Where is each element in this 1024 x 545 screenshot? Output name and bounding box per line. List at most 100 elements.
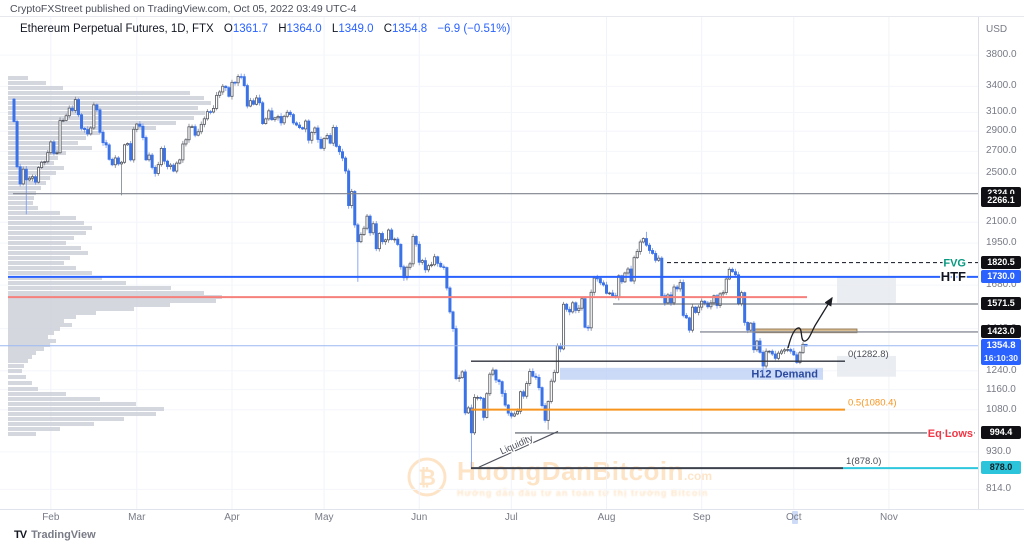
fib-0-label: 0(1282.8) bbox=[848, 349, 889, 360]
eq-lows-label: Eq Lows bbox=[928, 428, 973, 440]
candle-body bbox=[165, 160, 169, 167]
watermark-suffix: .com bbox=[684, 469, 713, 483]
candle-body bbox=[801, 343, 805, 354]
candle-body bbox=[73, 99, 77, 111]
candle-body bbox=[18, 166, 22, 185]
candle-body bbox=[543, 405, 547, 421]
candle-body bbox=[482, 398, 486, 418]
candle-body bbox=[153, 167, 157, 174]
month-label-sep: Sep bbox=[692, 512, 711, 523]
candle-body bbox=[193, 126, 197, 136]
watermark-tagline: Hướng dẫn đầu tư an toàn từ thị trường B… bbox=[457, 488, 709, 498]
candle-body bbox=[21, 168, 25, 185]
candle-body bbox=[294, 122, 298, 126]
candle-body bbox=[657, 257, 661, 261]
candle-body bbox=[184, 139, 188, 145]
candle-body bbox=[598, 278, 602, 284]
candle-body bbox=[67, 107, 71, 117]
candle-body bbox=[368, 215, 372, 234]
candle-body bbox=[288, 111, 292, 115]
candle-body bbox=[334, 127, 338, 147]
price-tick: 1080.0 bbox=[986, 403, 1017, 415]
volume-profile-bar bbox=[8, 231, 86, 235]
candle-body bbox=[95, 104, 99, 111]
candle-body bbox=[52, 141, 56, 154]
candle-body bbox=[773, 353, 777, 359]
tradingview-brand-link[interactable]: TradingView bbox=[31, 528, 96, 541]
candle-body bbox=[313, 127, 317, 133]
candle-body bbox=[436, 256, 440, 264]
supply-box-lower[interactable] bbox=[837, 355, 896, 377]
volume-profile-bar bbox=[8, 335, 48, 339]
candle-body bbox=[129, 143, 133, 161]
candle-body bbox=[562, 303, 566, 350]
price-tick: 2700.0 bbox=[986, 145, 1017, 157]
volume-profile-bar bbox=[8, 241, 66, 245]
ohlc-high: H1364.0 bbox=[278, 23, 322, 35]
candle-body bbox=[500, 381, 504, 394]
tradingview-logo-icon[interactable]: TV bbox=[14, 528, 27, 541]
candle-body bbox=[310, 132, 314, 141]
change-value: −6.9 (−0.51%) bbox=[437, 23, 511, 35]
candle-body bbox=[675, 286, 679, 290]
candle-body bbox=[641, 238, 645, 243]
candle-body bbox=[577, 307, 581, 311]
price-tick: 814.0 bbox=[986, 483, 1012, 495]
liquidity-trendline[interactable] bbox=[478, 430, 559, 468]
candle-body bbox=[141, 125, 145, 138]
price-tick: 1680.0 bbox=[986, 279, 1017, 291]
volume-profile-bar bbox=[8, 76, 28, 80]
candle-body bbox=[212, 107, 216, 113]
publish-attribution: CryptoFXStreet published on TradingView.… bbox=[10, 3, 357, 15]
ohlc-low: L1349.0 bbox=[331, 23, 374, 35]
symbol-legend[interactable]: Ethereum Perpetual Futures, 1D, FTX O136… bbox=[20, 23, 510, 35]
volume-profile-bar bbox=[8, 369, 22, 373]
candle-body bbox=[181, 143, 185, 161]
candle-body bbox=[15, 121, 19, 168]
projection-arrow[interactable] bbox=[787, 296, 833, 349]
watermark-name: HuongDanBitcoin bbox=[457, 456, 685, 486]
time-axis[interactable]: Feb Mar Apr May Jun Jul Aug Sep Oct Nov bbox=[0, 509, 1024, 525]
h12-demand-zone[interactable] bbox=[560, 367, 823, 380]
candle-body bbox=[638, 241, 642, 252]
month-label-oct: Oct bbox=[785, 512, 802, 523]
candle-body bbox=[697, 306, 701, 313]
candle-body bbox=[534, 375, 538, 378]
candle-body bbox=[592, 277, 596, 293]
bitcoin-icon: ₿ bbox=[407, 457, 447, 497]
candle-body bbox=[706, 302, 710, 308]
candle-body bbox=[215, 94, 219, 109]
candle-body bbox=[245, 85, 249, 107]
candle-body bbox=[135, 123, 139, 130]
volume-profile-bar bbox=[8, 91, 190, 95]
candle-body bbox=[285, 111, 289, 117]
candle-body bbox=[776, 352, 780, 359]
candle-body bbox=[460, 371, 464, 379]
volume-profile-bar bbox=[8, 211, 60, 215]
volume-profile-bar bbox=[8, 111, 205, 115]
candle-body bbox=[30, 176, 34, 179]
candle-body bbox=[417, 243, 421, 263]
candle-body bbox=[178, 159, 182, 164]
htf-label: HTF bbox=[941, 269, 966, 284]
candle-body bbox=[749, 322, 753, 331]
candle-body bbox=[64, 115, 68, 121]
candle-body bbox=[718, 293, 722, 306]
candle-body bbox=[347, 170, 351, 206]
candle-body bbox=[549, 380, 553, 402]
ohlc-close: C1354.8 bbox=[383, 23, 428, 35]
candle-body bbox=[715, 295, 719, 306]
candle-body bbox=[767, 350, 771, 353]
supply-box-upper[interactable] bbox=[837, 277, 896, 303]
candle-body bbox=[162, 147, 166, 162]
candle-body bbox=[138, 123, 142, 127]
candle-body bbox=[758, 340, 762, 353]
candle-body bbox=[304, 120, 308, 130]
volume-profile-bar bbox=[8, 427, 60, 431]
price-tick: 3800.0 bbox=[986, 49, 1017, 61]
candle-body bbox=[466, 407, 470, 414]
candle-body bbox=[132, 128, 136, 161]
price-axis[interactable]: USD 3800.0 3400.0 3100.0 2900.0 2700.0 2500.0… bbox=[978, 16, 1024, 509]
candle-body bbox=[601, 282, 605, 286]
